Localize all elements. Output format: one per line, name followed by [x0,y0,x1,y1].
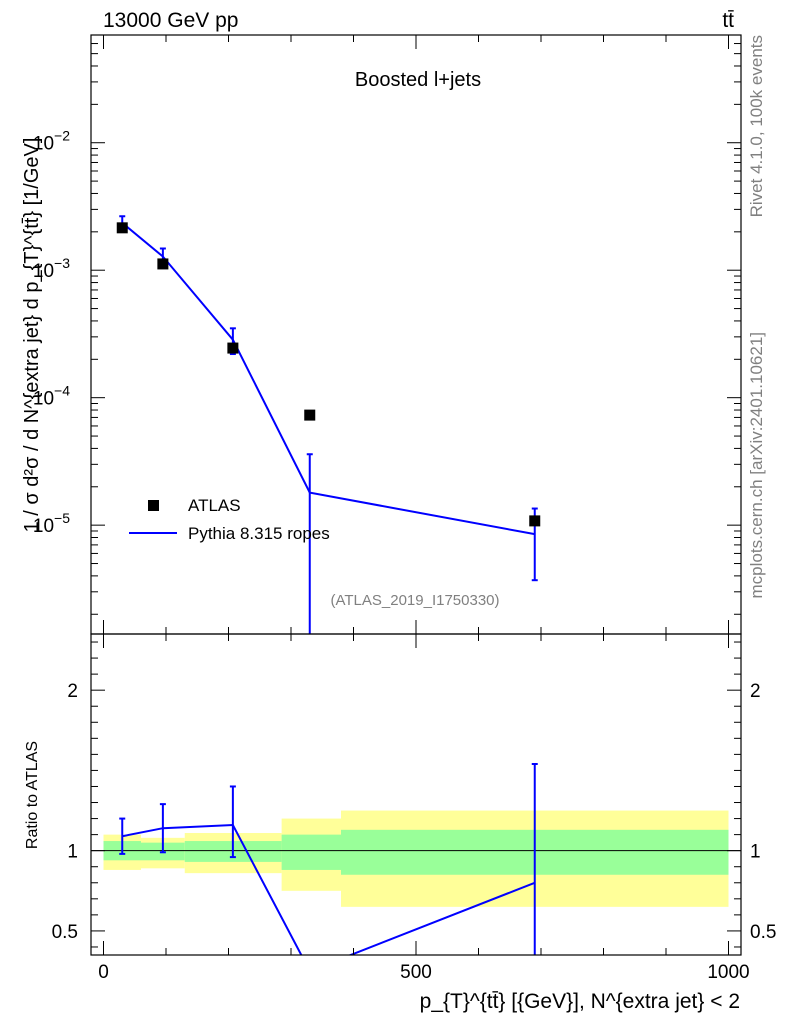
mc-line [121,222,535,536]
plot-title: Boosted l+jets [355,69,481,91]
ratio-y-tick-label-left: 1 [67,842,78,863]
main-y-tick-labels: 10−5 10−4 10−3 10−2 [33,128,70,537]
main-axis-ticks [91,34,741,634]
header-process-label: tt̄ [722,9,734,32]
main-y-tick-label: 10−2 [33,128,70,155]
ratio-y-axis-label: Ratio to ATLAS [24,741,41,849]
legend-atlas-label: ATLAS [188,496,241,515]
header-energy-label: 13000 GeV pp [103,9,238,32]
main-y-tick-label: 10−5 [33,510,70,537]
main-frame [90,34,742,635]
main-panel: 10−5 10−4 10−3 10−2 Boosted l+jets (ATLAS_2… [21,34,742,635]
ratio-x-tick-label: 500 [400,962,432,983]
rivet-version-label: Rivet 4.1.0, 100k events [747,35,766,217]
legend-atlas-marker [148,500,159,511]
ratio-y-tick-label-right: 2 [750,681,761,702]
ratio-uncertainty-bands [103,810,729,907]
atlas-data-point [157,258,169,270]
ratio-tick-labels: 0.5 0.5 1 1 2 2 0 500 1000 [52,681,777,983]
ratio-axis-ticks [91,634,741,955]
ratio-y-tick-label-right: 0.5 [750,922,776,943]
ratio-y-tick-label-left: 2 [67,681,78,702]
ratio-x-tick-label: 0 [98,962,109,983]
ratio-band-inner [281,834,341,870]
atlas-data-point [304,409,316,421]
legend-mc-label: Pythia 8.315 ropes [188,524,330,543]
main-y-tick-label: 10−4 [33,383,70,410]
mcplots-label: mcplots.cern.ch [arXiv:2401.10621] [747,332,766,598]
ratio-panel: 0.5 0.5 1 1 2 2 0 500 1000 Ratio to ATLAS p_{T}^… [24,633,777,1013]
ratio-mc-series [119,763,538,955]
atlas-data-point [227,342,239,354]
main-y-axis-label: 1 / σ d²σ / d N^{extra jet} d p_{T}^{tt̄… [21,138,43,533]
legend: ATLAS Pythia 8.315 ropes [129,496,330,543]
ratio-y-tick-label-left: 0.5 [52,922,78,943]
ratio-x-axis-label: p_{T}^{tt̄} [{GeV}], N^{extra jet} < 2 [420,990,740,1013]
atlas-data-point [116,222,128,234]
main-y-tick-label: 10−3 [33,255,70,282]
ratio-y-tick-label-right: 1 [750,842,761,863]
atlas-series [116,222,541,527]
analysis-watermark: (ATLAS_2019_I1750330) [330,592,499,609]
atlas-data-point [529,515,541,527]
mc-series [119,215,538,634]
ratio-x-tick-label: 1000 [707,962,749,983]
